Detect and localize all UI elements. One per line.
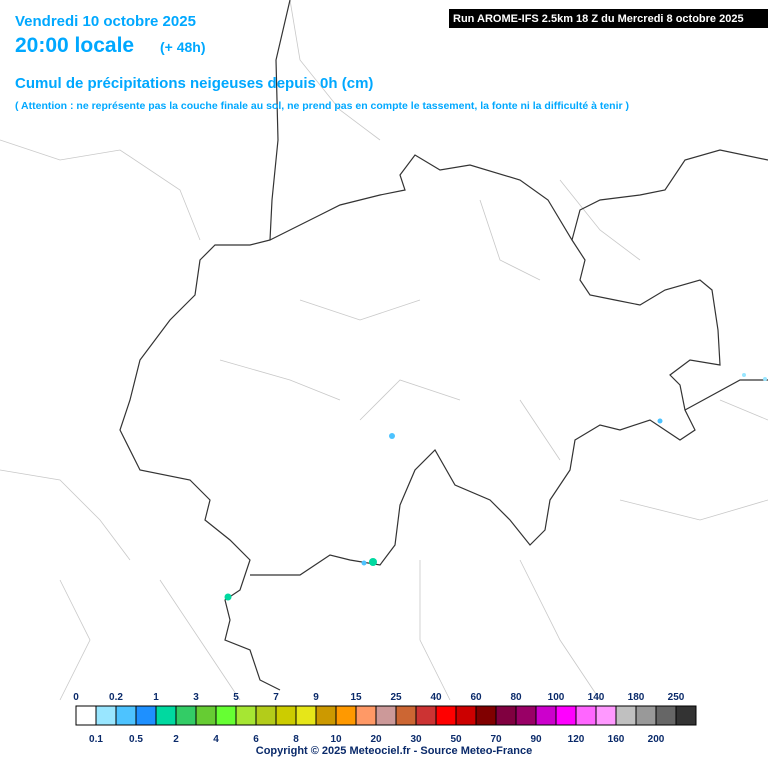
- legend-label: 25: [390, 692, 402, 703]
- legend-swatch: [75, 705, 97, 726]
- legend-label: 100: [548, 692, 565, 703]
- legend-swatch: [475, 705, 497, 726]
- legend-label: 4: [213, 734, 219, 745]
- legend-swatch: [555, 705, 577, 726]
- legend-swatch: [135, 705, 157, 726]
- legend-label: 50: [450, 734, 462, 745]
- legend-label: 1: [153, 692, 159, 703]
- legend-swatch: [675, 705, 697, 726]
- legend-swatch: [95, 705, 117, 726]
- legend-label: 180: [628, 692, 645, 703]
- legend-label: 20: [370, 734, 382, 745]
- legend-swatch: [655, 705, 677, 726]
- legend-swatch: [455, 705, 477, 726]
- legend-swatch: [535, 705, 557, 726]
- time: 20:00 locale: [15, 34, 134, 57]
- snow-spot: [657, 418, 663, 424]
- legend-label: 15: [350, 692, 362, 703]
- copyright: Copyright © 2025 Meteociel.fr - Source M…: [256, 745, 532, 757]
- legend-swatch: [495, 705, 517, 726]
- title: Cumul de précipitations neigeuses depuis…: [15, 75, 373, 92]
- legend-swatch: [435, 705, 457, 726]
- legend-label: 200: [648, 734, 665, 745]
- date: Vendredi 10 octobre 2025: [15, 13, 196, 30]
- note: ( Attention : ne représente pas la couch…: [15, 100, 629, 112]
- legend-swatch: [295, 705, 317, 726]
- snow-spot: [389, 433, 395, 439]
- legend-swatch: [335, 705, 357, 726]
- legend-swatch: [515, 705, 537, 726]
- snow-spot: [361, 560, 367, 566]
- legend-swatch: [215, 705, 237, 726]
- legend-swatch: [375, 705, 397, 726]
- legend-label: 2: [173, 734, 179, 745]
- legend-swatch: [255, 705, 277, 726]
- legend-label: 0: [73, 692, 79, 703]
- legend-swatch: [615, 705, 637, 726]
- legend-swatch: [275, 705, 297, 726]
- run-box: [449, 9, 768, 28]
- legend-swatch: [195, 705, 217, 726]
- legend-swatch: [595, 705, 617, 726]
- legend-label: 160: [608, 734, 625, 745]
- legend-label: 6: [253, 734, 259, 745]
- snow-spot: [369, 558, 377, 566]
- legend-label: 5: [233, 692, 239, 703]
- legend-swatch: [175, 705, 197, 726]
- legend-swatch: [635, 705, 657, 726]
- legend-label: 9: [313, 692, 319, 703]
- legend-swatch: [115, 705, 137, 726]
- legend-label: 70: [490, 734, 502, 745]
- legend-swatch: [395, 705, 417, 726]
- legend-swatch: [155, 705, 177, 726]
- country-borders: [119, 0, 768, 691]
- legend-label: 7: [273, 692, 279, 703]
- legend-label: 30: [410, 734, 422, 745]
- legend-label: 0.5: [129, 734, 143, 745]
- legend-label: 80: [510, 692, 522, 703]
- minor-borders: [0, 0, 768, 701]
- lead: (+ 48h): [160, 39, 206, 55]
- legend-label: 40: [430, 692, 442, 703]
- legend-label: 3: [193, 692, 199, 703]
- legend-swatch: [575, 705, 597, 726]
- legend-label: 8: [293, 734, 299, 745]
- legend-label: 0.2: [109, 692, 123, 703]
- snow-spot: [224, 593, 232, 601]
- legend-label: 60: [470, 692, 482, 703]
- legend-label: 120: [568, 734, 585, 745]
- legend-label: 250: [668, 692, 685, 703]
- legend-label: 140: [588, 692, 605, 703]
- run: Run AROME-IFS 2.5km 18 Z du Mercredi 8 o…: [453, 13, 744, 25]
- snow-spot: [742, 373, 746, 377]
- snow-spot: [763, 377, 767, 381]
- legend-swatch: [235, 705, 257, 726]
- legend-swatch: [415, 705, 437, 726]
- legend: 0 0.1 0.2 0.5 1 2 3 4 5 6 7 8 9 10 15 20 25 30 40 50 60 70 80 9…: [73, 692, 697, 745]
- legend-label: 10: [330, 734, 342, 745]
- legend-swatch: [315, 705, 337, 726]
- snow-spots: [224, 373, 767, 601]
- legend-swatch: [355, 705, 377, 726]
- legend-label: 90: [530, 734, 542, 745]
- legend-label: 0.1: [89, 734, 103, 745]
